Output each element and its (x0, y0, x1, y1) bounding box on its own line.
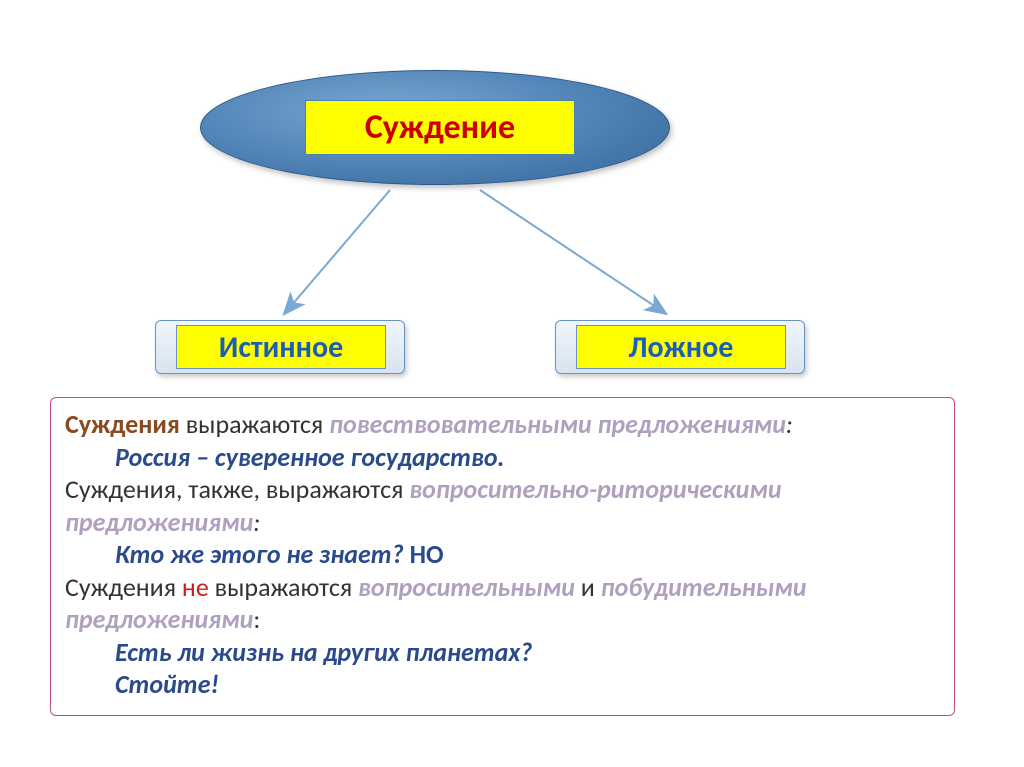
text-line: Суждения, также, выражаются вопросительн… (65, 473, 940, 506)
child-box-false: Ложное (555, 320, 805, 374)
text-run: побудительными (601, 571, 807, 603)
text-run: НО (404, 538, 444, 570)
text-run: вопросительными (358, 571, 575, 603)
arrow-right (470, 185, 680, 325)
child-label-true: Истинное (219, 329, 343, 366)
root-node: Суждение (200, 70, 670, 185)
explanation-text-box: Суждения выражаются повествовательными п… (50, 397, 955, 716)
root-title-box: Суждение (305, 100, 575, 155)
text-run: повествовательными предложениями (329, 408, 786, 440)
child-inner-false: Ложное (576, 325, 786, 369)
text-run: предложениями (65, 506, 253, 538)
text-run: : (786, 408, 793, 440)
text-run: Суждения (65, 408, 180, 440)
text-run: Россия – суверенное государство. (115, 441, 505, 473)
text-run: выражаются (180, 408, 329, 440)
text-run: не (182, 571, 209, 603)
text-line: Россия – суверенное государство. (65, 441, 940, 474)
root-label: Суждение (365, 107, 515, 148)
text-line: Есть ли жизнь на других планетах? (65, 636, 940, 669)
text-line: Стойте! (65, 668, 940, 701)
text-run: и (575, 571, 601, 603)
text-line: предложениями: (65, 603, 940, 636)
child-box-true: Истинное (155, 320, 405, 374)
text-run: : (253, 603, 260, 635)
text-run: Стойте! (115, 668, 219, 700)
text-line: Суждения выражаются повествовательными п… (65, 408, 940, 441)
text-run: Суждения (65, 571, 182, 603)
arrow-left (270, 185, 410, 325)
text-run: вопросительно-риторическими (409, 473, 781, 505)
text-line: Кто же этого не знает? НО (65, 538, 940, 571)
text-run: Есть ли жизнь на других планетах? (115, 636, 532, 668)
child-label-false: Ложное (629, 329, 734, 366)
text-line: Суждения не выражаются вопросительными и… (65, 571, 940, 604)
text-run: Суждения, также, выражаются (65, 473, 409, 505)
text-run: выражаются (209, 571, 358, 603)
text-line: предложениями: (65, 506, 940, 539)
text-run: предложениями (65, 603, 253, 635)
text-run: Кто же этого не знает? (115, 538, 404, 570)
child-inner-true: Истинное (176, 325, 386, 369)
text-run: : (253, 506, 260, 538)
